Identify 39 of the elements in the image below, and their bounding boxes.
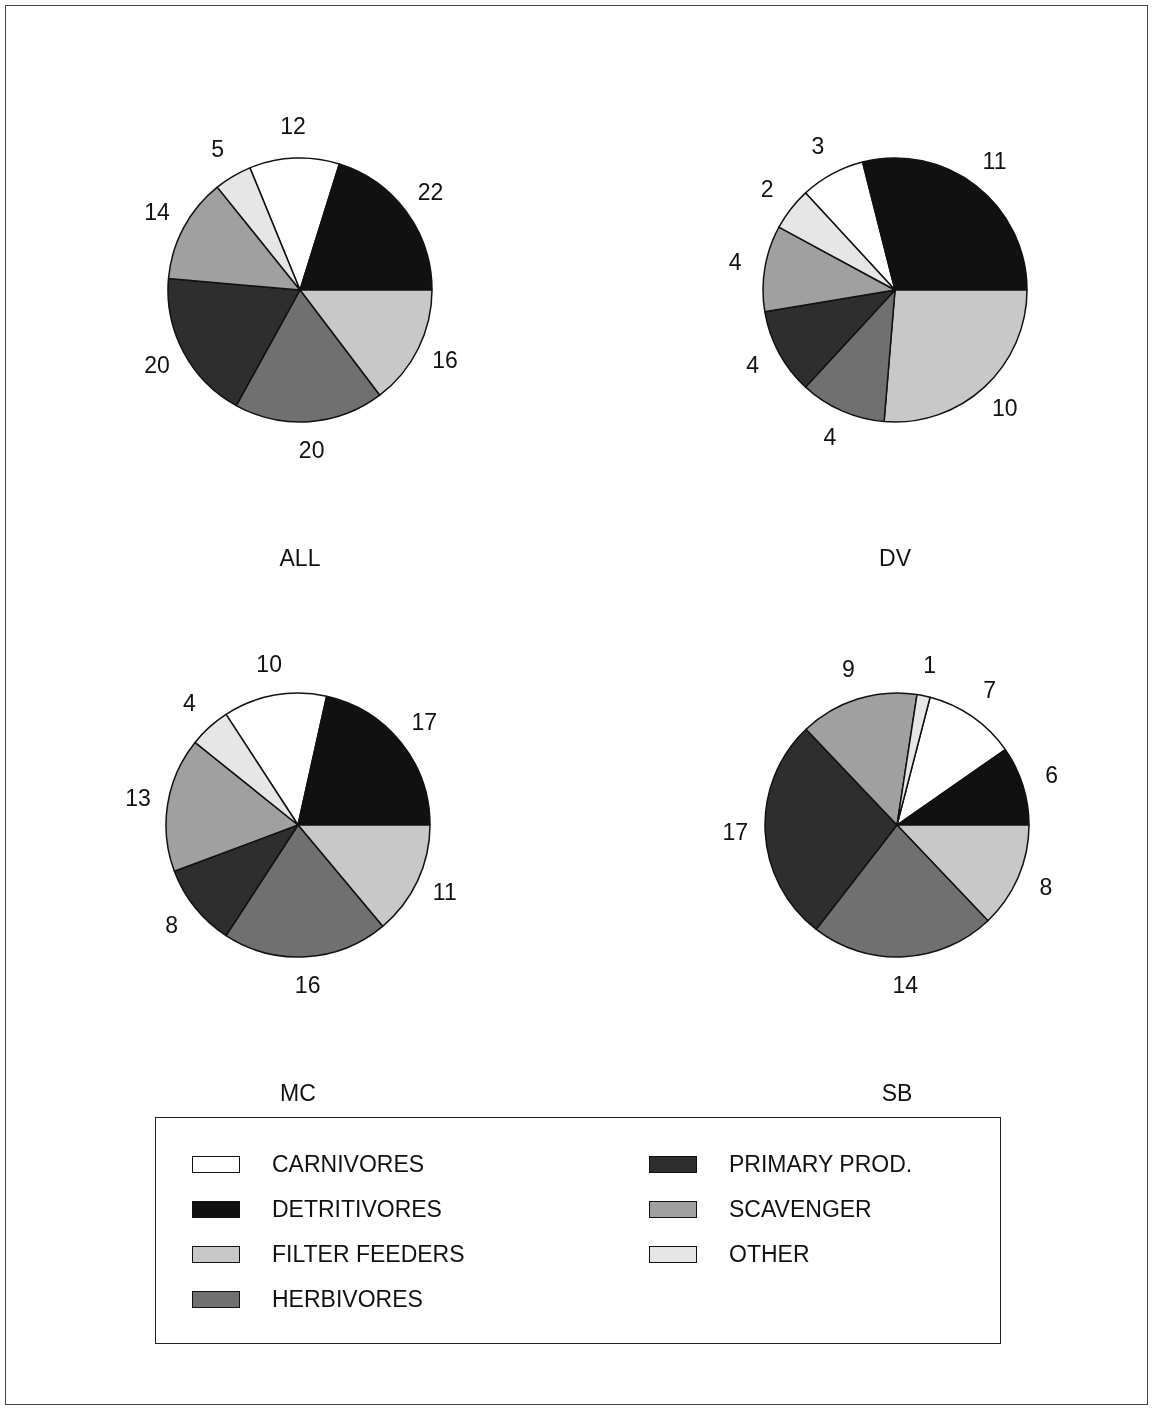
- data-label: 6: [1045, 761, 1058, 788]
- text: SB: [880, 1080, 914, 1107]
- data-label: 9: [842, 655, 855, 682]
- data-label: 5: [211, 135, 225, 162]
- text: MC: [279, 1080, 317, 1107]
- data-label: 17: [722, 818, 748, 845]
- legend-label: DETRITIVORES: [272, 1196, 442, 1223]
- data-label: 2: [760, 175, 774, 202]
- data-label: 16: [294, 972, 321, 999]
- data-label: 20: [144, 351, 170, 378]
- legend-label: CARNIVORES: [272, 1151, 425, 1178]
- data-label: 8: [165, 911, 179, 938]
- data-label: 4: [182, 690, 196, 717]
- data-label: 1: [923, 651, 937, 678]
- data-label: 12: [280, 113, 306, 140]
- text: DV: [878, 545, 912, 572]
- data-label: 7: [983, 677, 996, 704]
- data-label: 13: [125, 784, 151, 811]
- data-label: 11: [432, 878, 457, 905]
- legend-label: HERBIVORES: [272, 1286, 423, 1313]
- data-label: 22: [417, 179, 444, 206]
- data-label: 14: [144, 199, 171, 226]
- data-label: 11: [982, 147, 1007, 174]
- legend-label: PRIMARY PROD.: [729, 1151, 913, 1178]
- legend-label: SCAVENGER: [729, 1196, 872, 1223]
- data-label: 4: [728, 248, 742, 275]
- data-label: 3: [811, 132, 825, 159]
- data-label: 16: [432, 347, 458, 374]
- data-label: 10: [256, 650, 282, 677]
- data-label: 4: [823, 423, 837, 450]
- legend-label: OTHER: [729, 1241, 810, 1268]
- data-label: 17: [411, 708, 438, 735]
- data-label: 4: [746, 352, 760, 379]
- legend-label: FILTER FEEDERS: [272, 1241, 465, 1268]
- data-label: 20: [298, 436, 325, 463]
- data-label: 10: [991, 394, 1018, 421]
- data-label: 8: [1039, 874, 1053, 901]
- data-label: 14: [892, 972, 919, 999]
- text: ALL: [278, 545, 322, 572]
